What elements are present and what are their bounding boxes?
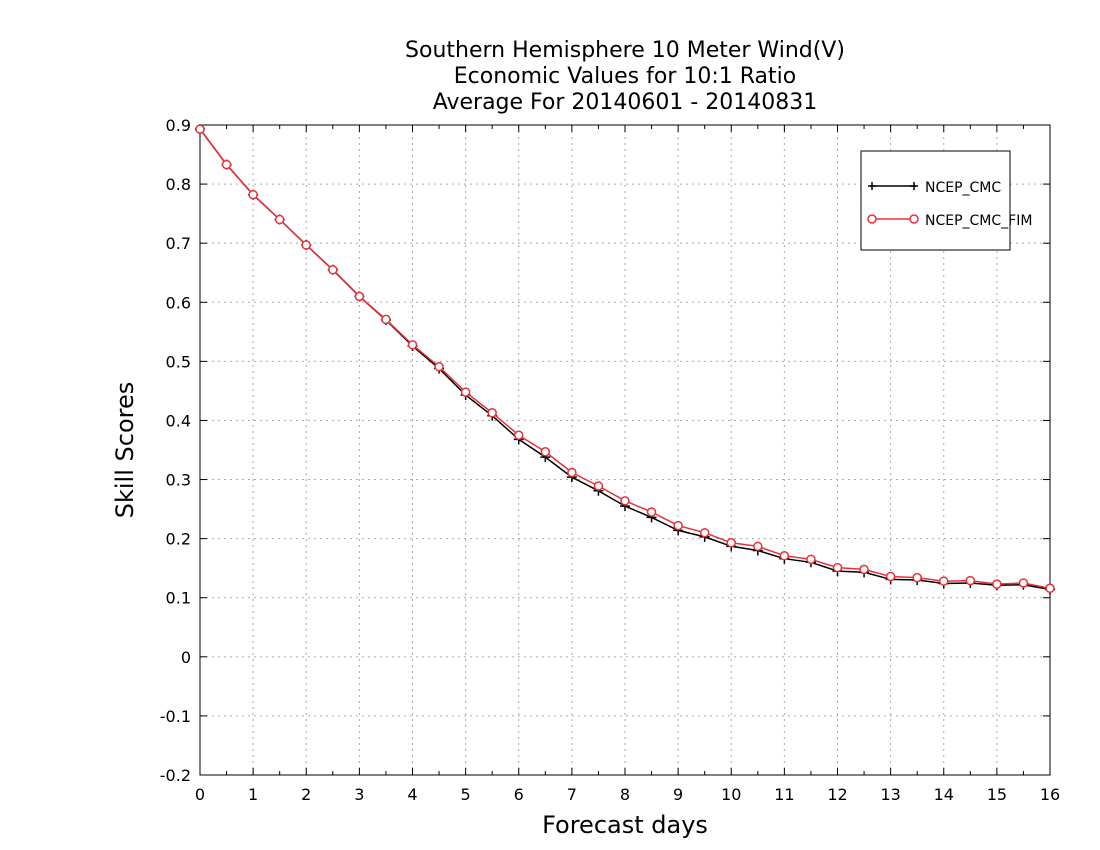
x-tick-label: 6 bbox=[514, 785, 524, 804]
y-tick-label: 0.6 bbox=[166, 293, 191, 312]
series-NCEP_CMC_FIM bbox=[195, 124, 1055, 594]
x-tick-label: 0 bbox=[195, 785, 205, 804]
data-point bbox=[1045, 583, 1055, 594]
data-point bbox=[434, 361, 444, 372]
data-point bbox=[806, 554, 816, 565]
y-axis-label: Skill Scores bbox=[111, 382, 139, 519]
y-tick-label: -0.2 bbox=[160, 766, 191, 785]
data-point bbox=[354, 291, 365, 302]
data-point bbox=[753, 541, 763, 552]
x-tick-label: 12 bbox=[827, 785, 847, 804]
legend-box bbox=[860, 150, 1011, 251]
legend: NCEP_CMC NCEP_CMC_FIM bbox=[860, 150, 1032, 251]
data-point bbox=[274, 214, 285, 225]
data-point bbox=[301, 240, 311, 250]
legend-marker bbox=[910, 182, 918, 190]
data-point bbox=[885, 571, 896, 582]
data-point bbox=[965, 575, 976, 586]
y-tick-label: 0.5 bbox=[166, 352, 191, 371]
y-tick-label: 0.8 bbox=[166, 175, 191, 194]
legend-item-NCEP_CMC: NCEP_CMC bbox=[868, 180, 1001, 196]
data-point bbox=[620, 496, 630, 506]
data-point bbox=[726, 538, 736, 548]
data-point bbox=[832, 562, 843, 573]
data-point bbox=[248, 189, 258, 200]
data-point bbox=[540, 447, 551, 457]
y-tick-label: 0.3 bbox=[166, 471, 191, 490]
x-tick-label: 9 bbox=[673, 785, 683, 804]
x-tick-label: 1 bbox=[248, 785, 258, 804]
data-point bbox=[567, 467, 577, 478]
x-tick-label: 4 bbox=[407, 785, 417, 804]
x-axis-label: Forecast days bbox=[542, 811, 708, 839]
legend-item-NCEP_CMC_FIM: NCEP_CMC_FIM bbox=[867, 213, 1032, 229]
data-point bbox=[381, 314, 391, 325]
y-tick-label: -0.1 bbox=[160, 707, 191, 726]
data-point bbox=[514, 430, 524, 440]
x-tick-label: 11 bbox=[774, 785, 794, 804]
y-tick-label: 0.4 bbox=[166, 411, 191, 430]
data-point bbox=[221, 159, 232, 170]
axis-ticks: 0 1 2 3 4 5 6 7 8 9 10 11 12 13 14 15 16-0.2-0.100.10.20… bbox=[160, 116, 1060, 804]
data-point bbox=[1018, 578, 1029, 588]
data-point bbox=[912, 572, 922, 583]
x-tick-label: 8 bbox=[620, 785, 630, 804]
x-tick-label: 14 bbox=[934, 785, 954, 804]
chart-title-line-1: Southern Hemisphere 10 Meter Wind(V) bbox=[405, 38, 845, 63]
y-tick-label: 0.9 bbox=[166, 116, 191, 135]
data-point bbox=[992, 579, 1002, 589]
data-point bbox=[779, 551, 790, 561]
chart-title-line-2: Economic Values for 10:1 Ratio bbox=[453, 64, 797, 89]
data-point bbox=[593, 481, 604, 491]
x-tick-label: 5 bbox=[461, 785, 471, 804]
y-tick-label: 0 bbox=[181, 648, 191, 667]
y-tick-label: 0.2 bbox=[166, 530, 191, 549]
x-tick-label: 16 bbox=[1040, 785, 1060, 804]
data-point bbox=[673, 520, 683, 531]
data-point bbox=[699, 527, 710, 538]
data-point bbox=[859, 564, 869, 575]
data-point bbox=[939, 576, 949, 586]
data-point bbox=[646, 507, 657, 517]
y-tick-label: 0.1 bbox=[166, 589, 191, 608]
y-tick-label: 0.7 bbox=[166, 234, 191, 253]
chart-title-line-3: Average For 20140601 - 20140831 bbox=[432, 90, 818, 115]
legend-label: NCEP_CMC bbox=[925, 180, 1001, 196]
data-point bbox=[328, 265, 338, 275]
data-point bbox=[195, 124, 205, 134]
x-tick-label: 10 bbox=[721, 785, 741, 804]
data-point bbox=[460, 387, 471, 397]
legend-marker bbox=[867, 214, 877, 224]
series-group bbox=[195, 124, 1055, 595]
legend-label: NCEP_CMC_FIM bbox=[925, 213, 1032, 229]
legend-marker bbox=[868, 182, 876, 190]
x-tick-label: 3 bbox=[354, 785, 364, 804]
data-point bbox=[487, 408, 497, 418]
data-point bbox=[407, 340, 418, 350]
legend-marker bbox=[909, 214, 919, 224]
x-tick-label: 15 bbox=[987, 785, 1007, 804]
x-tick-label: 2 bbox=[301, 785, 311, 804]
x-tick-label: 13 bbox=[880, 785, 900, 804]
x-tick-label: 7 bbox=[567, 785, 577, 804]
